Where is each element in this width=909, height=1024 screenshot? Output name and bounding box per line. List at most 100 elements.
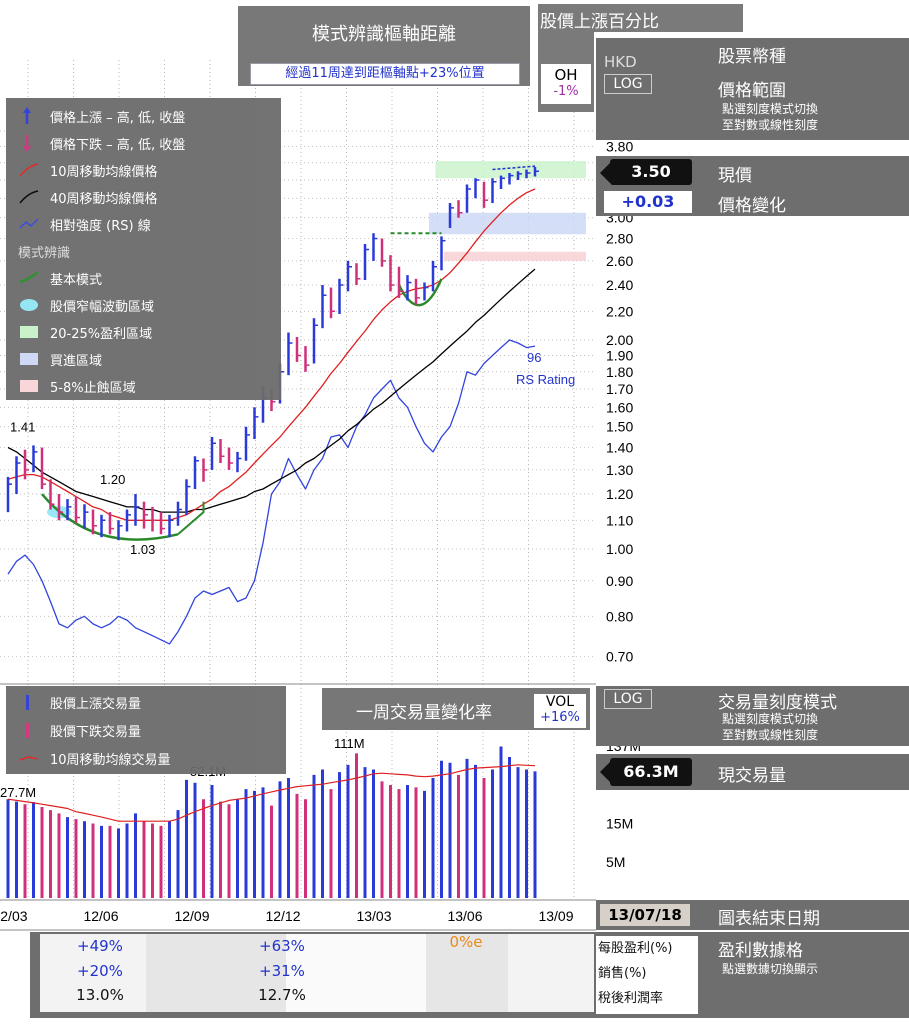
fund-row-labels: 每股盈利(%) 銷售(%) 稅後利潤率 [596,936,698,1014]
volume-ma-line-icon [18,748,44,768]
fund-sub: 點選數據切換顯示 [722,962,819,976]
price-tick-label: 0.70 [606,649,633,665]
legend-item: 基本模式 [6,264,102,292]
green-swatch-icon [18,322,44,342]
oh-value: -1% [553,84,579,99]
price-change-value: +0.03 [604,191,692,213]
pivot-line [492,165,536,171]
price-tick-label: 1.60 [606,399,633,415]
volume-tick-label: 5M [606,854,625,870]
scale-mode[interactable]: LOG [604,74,652,94]
price-tick-label: 2.60 [606,253,633,269]
price-change-callout[interactable]: +0.03 價格變化 [596,188,909,216]
legend-label: 買進區域 [50,353,103,369]
current-volume-callout[interactable]: 66.3M 現交易量 [596,754,909,790]
volume-legend-item: 股價上漲交易量 [6,688,141,716]
volume-bar-icon [18,720,44,740]
legend-item: 20-25%盈利區域 [6,318,152,346]
pattern-title: 模式辨識樞軸距離 [312,24,456,45]
price-tick-label: 2.20 [606,303,633,319]
legend-item: 40周移動均線價格 [6,183,158,211]
fund-row-eps: 每股盈利(%) [598,941,673,956]
legend-item: 股價窄幅波動區域 [6,291,154,319]
end-date-callout[interactable]: 13/07/18 圖表結束日期 [596,900,909,930]
profit-zone [435,161,586,179]
legend-label: 價格下跌 – 高, 低, 收盤 [50,137,186,153]
volume-scale-callout[interactable]: LOG 交易量刻度模式 點選刻度模式切換 至對數或線性刻度 [596,686,909,746]
current-volume-pill: 66.3M [600,758,692,786]
legend-item: 10周移動均線價格 [6,156,158,184]
legend-label: 模式辨識 [18,245,71,261]
volume-tick-label: 15M [606,816,633,832]
x-tick-label: 12/09 [174,908,209,924]
legend-item: 買進區域 [6,345,102,373]
volume-change-title: 一周交易量變化率 [356,703,492,723]
currency-label: 股票幣種 [718,47,786,67]
x-tick-label: 13/09 [538,908,573,924]
legend-label: 基本模式 [50,272,103,288]
legend-item: 5-8%止蝕區域 [6,372,136,400]
x-tick-label: 12/12 [265,908,300,924]
price-tick-label: 1.50 [606,419,633,435]
fund-col1-margin: 13.0% [76,986,124,1004]
price-change-label: 價格變化 [718,196,786,216]
pattern-callout[interactable]: 模式辨識樞軸距離 經過11周達到距樞軸點+23%位置 [238,6,530,86]
legend-label: 20-25%盈利區域 [50,326,153,342]
fund-row-margin: 稅後利潤率 [598,991,664,1006]
red-line-icon [18,160,44,180]
volume-ma-line [7,764,536,822]
rs-line-path [7,339,536,645]
price-range-title: 價格範圍 [718,81,786,101]
price-range-sub1: 點選刻度模式切換 [722,102,819,116]
volume-legend: 股價上漲交易量 股價下跌交易量 10周移動均線交易量 [6,686,286,774]
buy-zone [429,212,586,235]
price-range-sub2: 至對數或線性刻度 [722,118,819,132]
ma10-line-path [7,188,536,521]
vol-label: VOL [545,694,575,710]
volume-scale-sub2: 至對數或線性刻度 [722,728,819,742]
volume-change-callout[interactable]: 一周交易量變化率 VOL +16% [322,688,590,730]
fund-row-sales: 銷售(%) [598,966,647,981]
vol-box: VOL +16% [534,694,586,728]
volume-scale-mode[interactable]: LOG [604,689,652,709]
axis-ticks: 0.70 0.80 0.90 1.00 1.10 1.20 1.30 1.40 1.50 1.60… [0,123,641,924]
legend-label: 40周移動均線價格 [50,191,158,207]
stop-loss-zone [444,251,586,261]
vol-value: +16% [540,710,580,725]
price-tick-label: 1.80 [606,364,633,380]
current-price-callout[interactable]: 3.50 現價 [596,156,909,188]
ma10-line [7,188,536,521]
ma40-line-path [7,268,536,513]
price-range-callout[interactable]: LOG 價格範圍 點選刻度模式切換 至對數或線性刻度 [596,68,909,140]
price-annotation: 1.41 [10,419,35,434]
base-pattern-curve [397,278,443,307]
x-tick-label: 13/03 [356,908,391,924]
current-price-pill: 3.50 [600,159,692,185]
fund-col1-sales: +20% [77,962,123,980]
fund-table[interactable] [40,934,594,1012]
legend-item: 價格上漲 – 高, 低, 收盤 [6,102,185,130]
pct-callout[interactable]: 股價上漲百分比 [538,4,743,32]
end-date-value: 13/07/18 [600,904,690,926]
volume-legend-label: 股價上漲交易量 [50,696,142,712]
oh-box[interactable]: OH -1% [541,64,591,104]
rs-rating-value: 96 [527,350,541,365]
x-tick-label: 13/06 [447,908,482,924]
cyan-ellipse-icon [18,295,44,315]
price-tick-label: 2.00 [606,332,633,348]
price-legend: 價格上漲 – 高, 低, 收盤價格下跌 – 高, 低, 收盤 10周移動均線價格 4… [6,98,281,400]
black-line-icon [18,187,44,207]
fund-col3-eps: 0%e [449,933,483,951]
rs-rating-label: RS Rating [516,372,575,387]
x-tick-label: 12/06 [83,908,118,924]
volume-legend-item: 股價下跌交易量 [6,716,141,744]
volume-legend-label: 股價下跌交易量 [50,724,142,740]
price-tick-label: 0.80 [606,608,633,624]
price-tick-label: 2.40 [606,277,633,293]
fund-col2-eps: +63% [259,937,305,955]
volume-legend-item: 10周移動均線交易量 [6,744,171,772]
ma40-line [7,268,536,513]
currency-callout[interactable]: HKD 股票幣種 [596,38,909,70]
legend-item: 相對強度 (RS) 線 [6,210,151,238]
